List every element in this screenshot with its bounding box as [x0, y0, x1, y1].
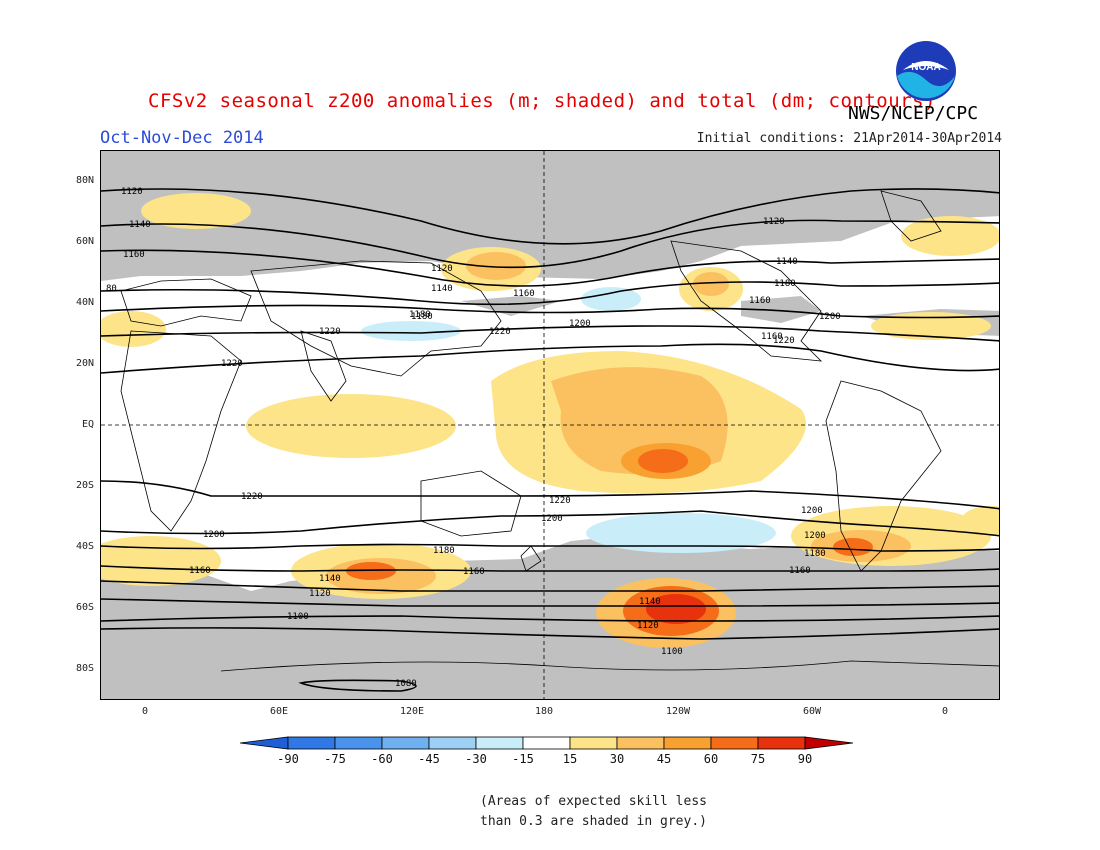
- colorbar-cell: [287, 736, 336, 750]
- contour-label: 1100: [287, 612, 309, 622]
- lat-label: 60N: [75, 236, 94, 247]
- agency-label: NWS/NCEP/CPC: [848, 103, 979, 124]
- contour-label: 1180: [774, 279, 796, 289]
- initial-conditions-label: Initial conditions: 21Apr2014-30Apr2014: [696, 131, 1002, 146]
- colorbar-cell: [663, 736, 712, 750]
- colorbar-label: -15: [512, 752, 534, 766]
- anomaly-colorbar: [240, 736, 854, 750]
- contour-label: 1140: [776, 257, 798, 267]
- colorbar-cell: [334, 736, 383, 750]
- contour-label: 1120: [637, 621, 659, 631]
- colorbar-label: -75: [324, 752, 346, 766]
- colorbar-cell: [428, 736, 477, 750]
- contour-label: 1200: [569, 319, 591, 329]
- contour-label: 1100: [661, 647, 683, 657]
- colorbar-label: 90: [797, 752, 813, 766]
- lat-label: 20S: [75, 480, 94, 491]
- contour-label: 1180: [433, 546, 455, 556]
- lon-label: 0: [141, 706, 149, 717]
- lon-label: 60E: [269, 706, 289, 717]
- contour-label: 1220: [489, 327, 511, 337]
- contour-label: 1200: [804, 531, 826, 541]
- contour-label: 80: [106, 284, 117, 294]
- contour-label: 1180: [804, 549, 826, 559]
- colorbar-label: 60: [703, 752, 719, 766]
- colorbar-label: 45: [656, 752, 672, 766]
- contour-label: 1160: [749, 296, 771, 306]
- colorbar-cell: [710, 736, 759, 750]
- contour-label: 1120: [763, 217, 785, 227]
- contour-label: 1220: [241, 492, 263, 502]
- noaa-logo: NOAA: [896, 41, 956, 101]
- colorbar-label: -30: [465, 752, 487, 766]
- contour-label: 1200: [541, 514, 563, 524]
- contour-label: 1160: [123, 250, 145, 260]
- positive-anomaly-shading: [101, 193, 999, 648]
- contour-label: 1120: [309, 589, 331, 599]
- lat-label: 60S: [75, 602, 94, 613]
- contour-label: 1120: [431, 264, 453, 274]
- anomaly-map: 1120 1140 1160 80 1120 1140 1160 1180 11…: [100, 150, 1000, 700]
- contour-label: 1080: [395, 679, 417, 689]
- contour-label: 1160: [189, 566, 211, 576]
- colorbar-label: 30: [609, 752, 625, 766]
- colorbar-arrow-left: [240, 736, 289, 750]
- logo-text: NOAA: [911, 62, 940, 73]
- contour-label: 1160: [761, 332, 783, 342]
- contour-label: 1140: [639, 597, 661, 607]
- lon-label: 0: [941, 706, 949, 717]
- colorbar-label: -90: [277, 752, 299, 766]
- lon-label: 180: [534, 706, 554, 717]
- lat-label: 80N: [75, 175, 94, 186]
- colorbar-cell: [381, 736, 430, 750]
- contour-label: 1180: [409, 310, 431, 320]
- contour-label: 1180: [411, 312, 433, 322]
- colorbar-cell: [569, 736, 618, 750]
- chart-title: CFSv2 seasonal z200 anomalies (m; shaded…: [148, 90, 936, 112]
- skill-note: (Areas of expected skill less than 0.3 a…: [480, 792, 707, 832]
- contour-label: 1120: [121, 187, 143, 197]
- contour-label: 1140: [319, 574, 341, 584]
- lat-label: EQ: [81, 419, 94, 430]
- colorbar-label: -60: [371, 752, 393, 766]
- colorbar-label: 15: [562, 752, 578, 766]
- skill-note-line2: than 0.3 are shaded in grey.): [480, 814, 707, 829]
- contour-label: 1200: [801, 506, 823, 516]
- contour-label: 1220: [221, 359, 243, 369]
- contour-label: 1160: [463, 567, 485, 577]
- contour-label: 1160: [789, 566, 811, 576]
- skill-note-line1: (Areas of expected skill less: [480, 794, 707, 809]
- lat-label: 80S: [75, 663, 94, 674]
- colorbar-cell: [757, 736, 806, 750]
- contour-label: 1140: [431, 284, 453, 294]
- lon-label: 120E: [399, 706, 425, 717]
- contour-label: 1200: [203, 530, 225, 540]
- contour-label: 1140: [129, 220, 151, 230]
- colorbar-cell: [522, 736, 571, 750]
- lat-label: 20N: [75, 358, 94, 369]
- season-label: Oct-Nov-Dec 2014: [100, 128, 264, 148]
- contour-label: 1220: [319, 327, 341, 337]
- height-contours: [101, 188, 999, 692]
- contour-label: 1160: [513, 289, 535, 299]
- lon-label: 60W: [802, 706, 822, 717]
- contour-label: 1200: [819, 312, 841, 322]
- colorbar-label: 75: [750, 752, 766, 766]
- contour-label: 1220: [549, 496, 571, 506]
- contour-labels: 1120 1140 1160 80 1120 1140 1160 1180 11…: [106, 187, 841, 689]
- lon-label: 120W: [665, 706, 691, 717]
- lat-label: 40N: [75, 297, 94, 308]
- colorbar-cell: [475, 736, 524, 750]
- negative-anomaly-shading: [361, 287, 776, 553]
- contour-label: 1220: [773, 336, 795, 346]
- colorbar-arrow-right: [804, 736, 854, 750]
- lat-label: 40S: [75, 541, 94, 552]
- colorbar-cell: [616, 736, 665, 750]
- colorbar-label: -45: [418, 752, 440, 766]
